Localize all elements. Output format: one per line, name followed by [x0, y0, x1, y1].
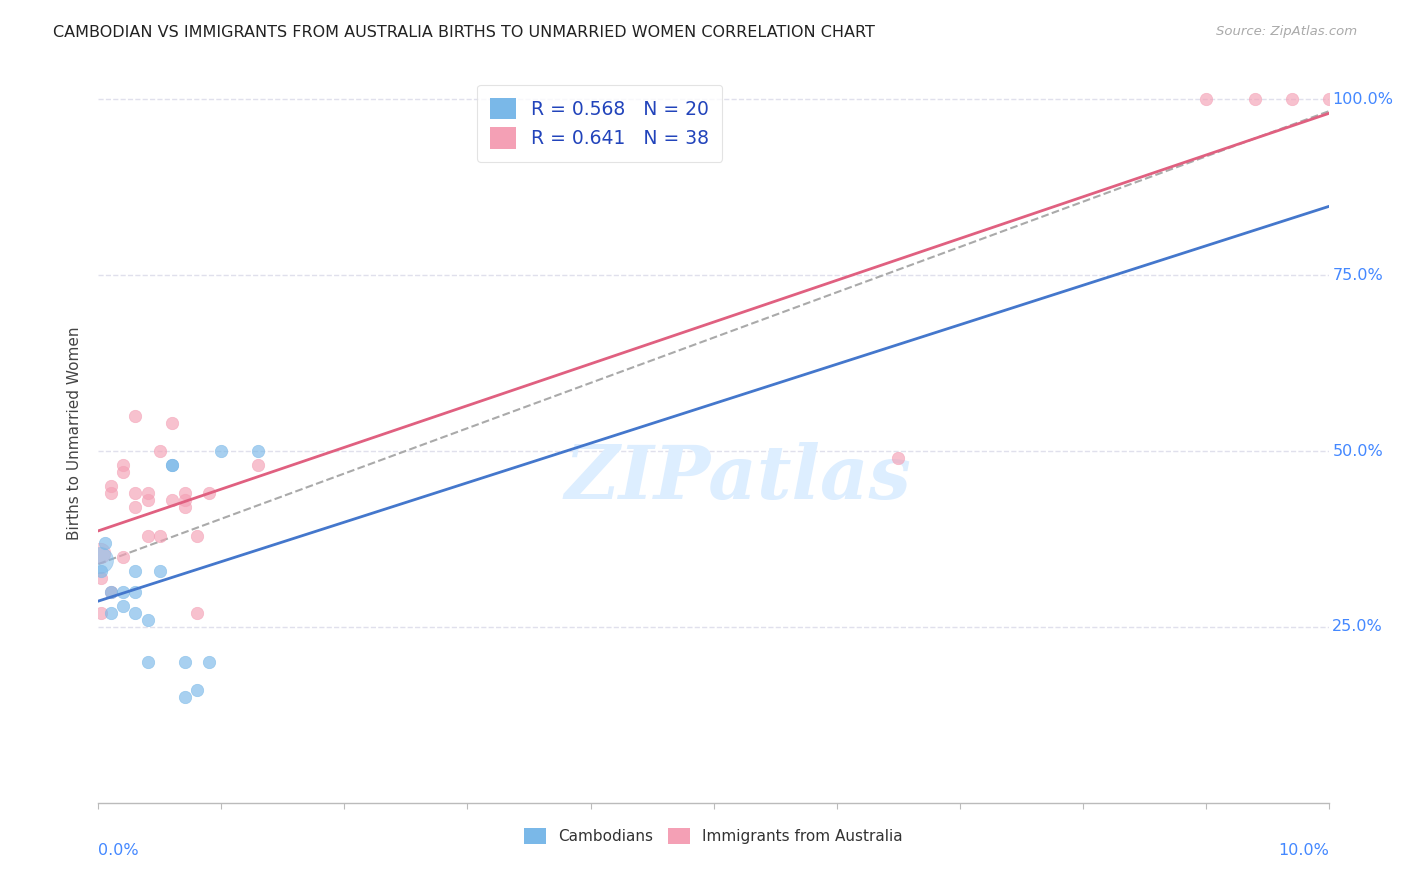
Legend: Cambodians, Immigrants from Australia: Cambodians, Immigrants from Australia — [519, 822, 908, 851]
Point — [136, 655, 159, 669]
Point — [93, 535, 115, 549]
Point — [1195, 92, 1218, 106]
Point — [887, 451, 910, 466]
Point — [100, 584, 122, 599]
Text: 75.0%: 75.0% — [1333, 268, 1384, 283]
Point — [162, 416, 183, 430]
Point — [173, 500, 195, 515]
Point — [124, 409, 146, 423]
Point — [149, 528, 172, 542]
Point — [186, 606, 208, 620]
Y-axis label: Births to Unmarried Women: Births to Unmarried Women — [67, 326, 83, 541]
Point — [90, 606, 112, 620]
Point — [247, 458, 270, 472]
Point — [162, 458, 183, 472]
Point — [112, 458, 135, 472]
Point — [149, 564, 172, 578]
Point — [112, 599, 135, 613]
Point — [112, 465, 135, 479]
Point — [211, 444, 233, 458]
Point — [173, 486, 195, 500]
Point — [136, 613, 159, 627]
Point — [198, 655, 221, 669]
Point — [100, 584, 122, 599]
Text: CAMBODIAN VS IMMIGRANTS FROM AUSTRALIA BIRTHS TO UNMARRIED WOMEN CORRELATION CHA: CAMBODIAN VS IMMIGRANTS FROM AUSTRALIA B… — [53, 25, 876, 40]
Text: 25.0%: 25.0% — [1333, 619, 1384, 634]
Point — [162, 493, 183, 508]
Point — [124, 606, 146, 620]
Point — [112, 549, 135, 564]
Point — [100, 486, 122, 500]
Point — [149, 444, 172, 458]
Point — [124, 564, 146, 578]
Text: 10.0%: 10.0% — [1278, 844, 1329, 858]
Point — [136, 486, 159, 500]
Point — [124, 500, 146, 515]
Text: 50.0%: 50.0% — [1333, 443, 1384, 458]
Point — [90, 571, 112, 585]
Point — [173, 655, 195, 669]
Point — [186, 528, 208, 542]
Point — [136, 493, 159, 508]
Point — [136, 528, 159, 542]
Point — [1244, 92, 1267, 106]
Point — [1317, 92, 1340, 106]
Point — [89, 546, 111, 560]
Point — [89, 553, 111, 567]
Point — [100, 479, 122, 493]
Point — [1281, 92, 1303, 106]
Point — [186, 683, 208, 698]
Point — [247, 444, 270, 458]
Text: Source: ZipAtlas.com: Source: ZipAtlas.com — [1216, 25, 1357, 38]
Text: 0.0%: 0.0% — [98, 844, 139, 858]
Point — [112, 584, 135, 599]
Point — [162, 458, 183, 472]
Text: ZIPatlas: ZIPatlas — [565, 442, 911, 514]
Point — [124, 486, 146, 500]
Point — [173, 493, 195, 508]
Text: 100.0%: 100.0% — [1333, 92, 1393, 107]
Point — [124, 584, 146, 599]
Point — [100, 606, 122, 620]
Point — [198, 486, 221, 500]
Point — [90, 564, 112, 578]
Point — [173, 690, 195, 705]
